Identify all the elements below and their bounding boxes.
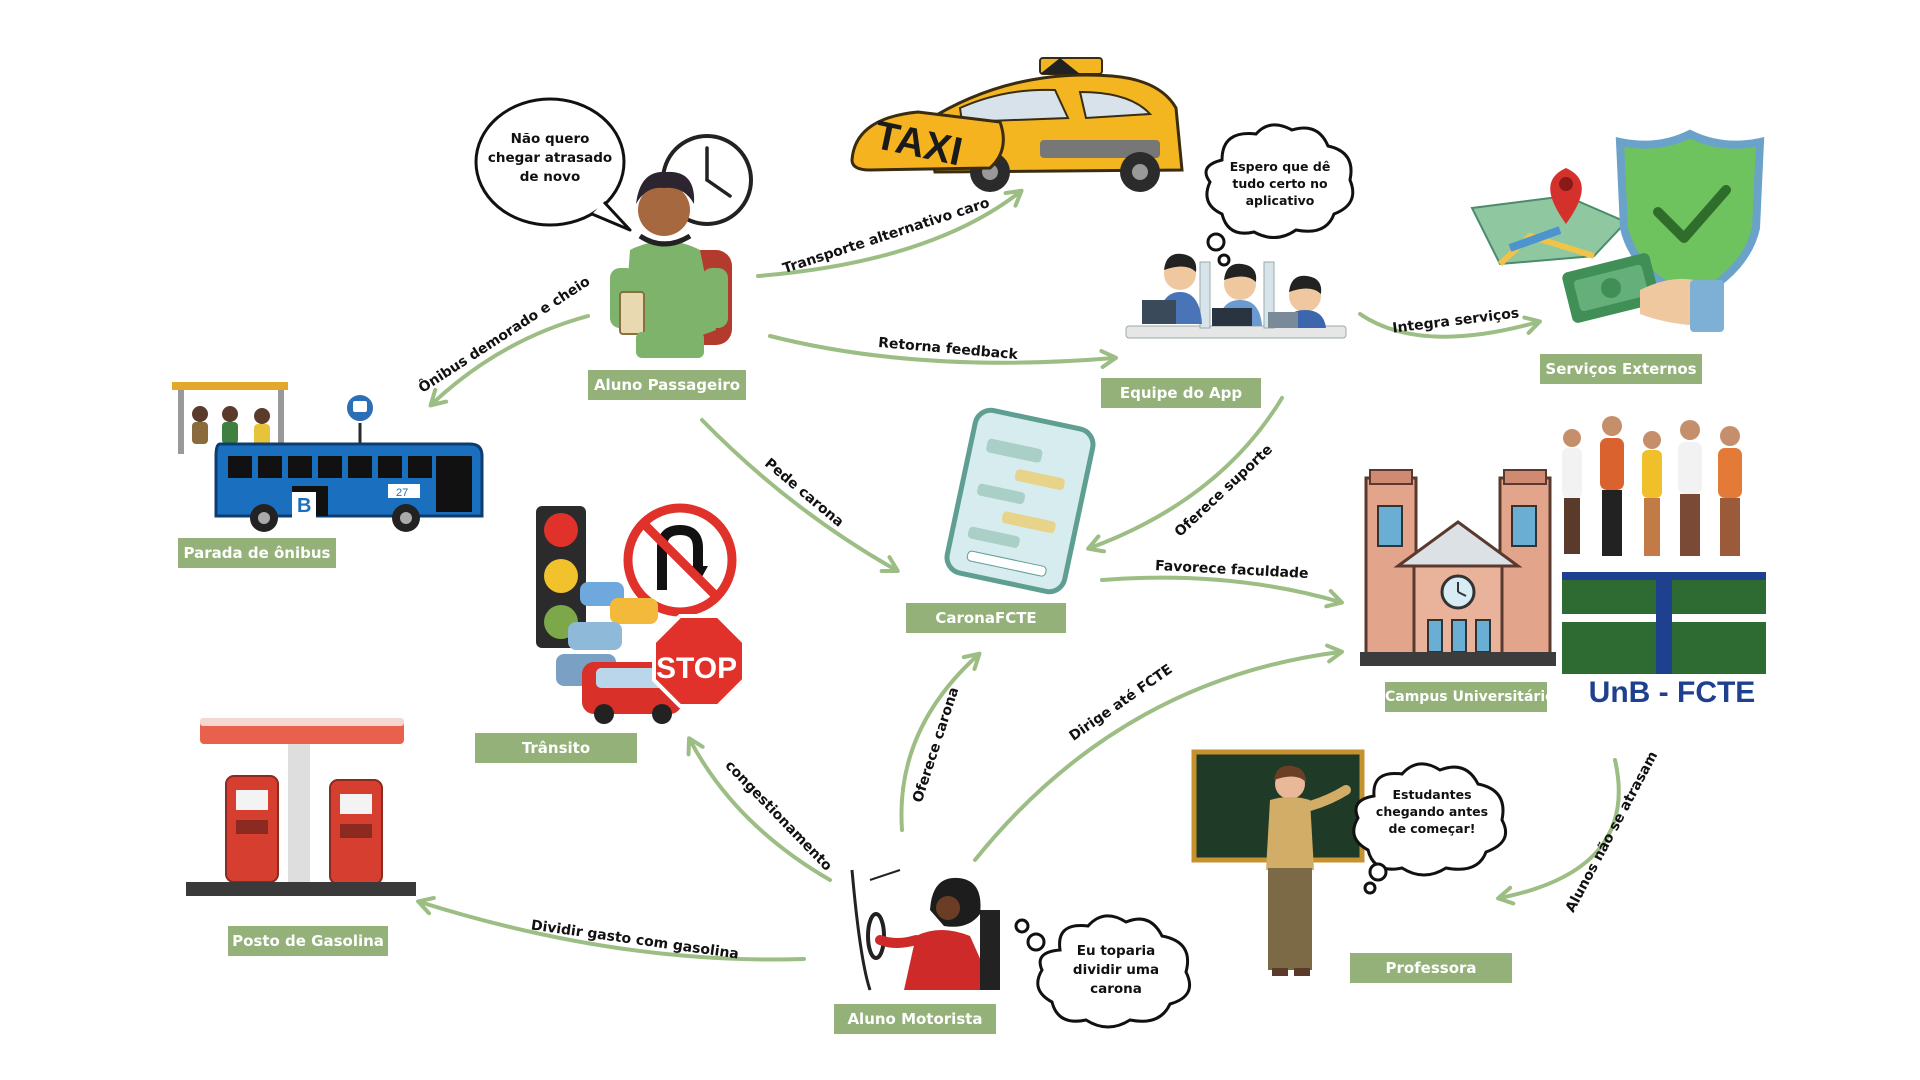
- node-parada-onibus: Parada de ônibus: [178, 538, 336, 568]
- edge-integra: [1358, 312, 1542, 339]
- node-transito: Trânsito: [475, 733, 637, 763]
- node-servicos-externos: Serviços Externos: [1540, 354, 1702, 384]
- node-equipe-app: Equipe do App: [1101, 378, 1261, 408]
- edge-nao-atrasam: [1496, 758, 1621, 906]
- teacher-icon: [1191, 749, 1365, 976]
- bubble-text-professora: Estudantes chegando antes de começar!: [1375, 787, 1489, 836]
- driver-student-icon: [842, 868, 1000, 991]
- gas-station-icon: [186, 718, 416, 896]
- edge-onibus: [428, 314, 590, 408]
- edge-suporte: [1086, 396, 1284, 554]
- smartphone-chat-icon: [944, 407, 1096, 595]
- developer-team-icon: [1125, 253, 1347, 339]
- edges: [416, 188, 1621, 962]
- taxi-car-icon: TAXI: [850, 57, 1184, 192]
- edge-oferece-carona: [899, 651, 982, 832]
- node-professora: Professora: [1350, 953, 1512, 983]
- students-group-icon: [1562, 416, 1742, 556]
- edge-pede-carona: [700, 418, 900, 574]
- bubble-text-passageiro: Não quero chegar atrasado de novo: [487, 131, 613, 185]
- bus-number: 27: [396, 487, 408, 499]
- external-services-icon: [1470, 129, 1765, 332]
- bubble-text-equipe: Espero que dê tudo certo no aplicativo: [1229, 159, 1331, 208]
- edge-congestionamento: [686, 736, 832, 882]
- node-posto-gasolina: Posto de Gasolina: [228, 926, 388, 956]
- edge-feedback: [768, 334, 1118, 369]
- thought-bubble-professora: [1352, 762, 1507, 895]
- traffic-jam-icon: STOP: [536, 503, 746, 724]
- student-passenger-icon: [610, 171, 732, 358]
- bubble-text-motorista: Eu toparia dividir uma carona: [1072, 943, 1160, 997]
- stop-sign-text: STOP: [656, 652, 737, 685]
- thought-bubble-equipe: [1204, 123, 1355, 267]
- unb-logo: [1562, 572, 1766, 674]
- node-carona-fcte: CaronaFCTE: [906, 603, 1066, 633]
- speech-bubble-passageiro: [474, 97, 632, 232]
- unb-logo-text: UnB - FCTE: [1588, 676, 1756, 709]
- edge-dirige: [973, 643, 1344, 862]
- edge-taxi: [756, 188, 1024, 278]
- node-campus: Campus Universitário: [1385, 682, 1555, 712]
- map-pin-icon: [1550, 168, 1582, 224]
- edge-gasolina: [416, 895, 806, 962]
- node-aluno-motorista: Aluno Motorista: [834, 1004, 996, 1034]
- money-hand-icon: [1562, 253, 1724, 332]
- bus-letter: B: [297, 495, 311, 517]
- campus-building-icon: [1360, 469, 1556, 666]
- bus-stop-icon: B 27: [172, 382, 484, 532]
- node-aluno-passageiro: Aluno Passageiro: [588, 370, 746, 400]
- thought-bubble-motorista: [1014, 914, 1191, 1029]
- edge-favorece: [1100, 575, 1344, 609]
